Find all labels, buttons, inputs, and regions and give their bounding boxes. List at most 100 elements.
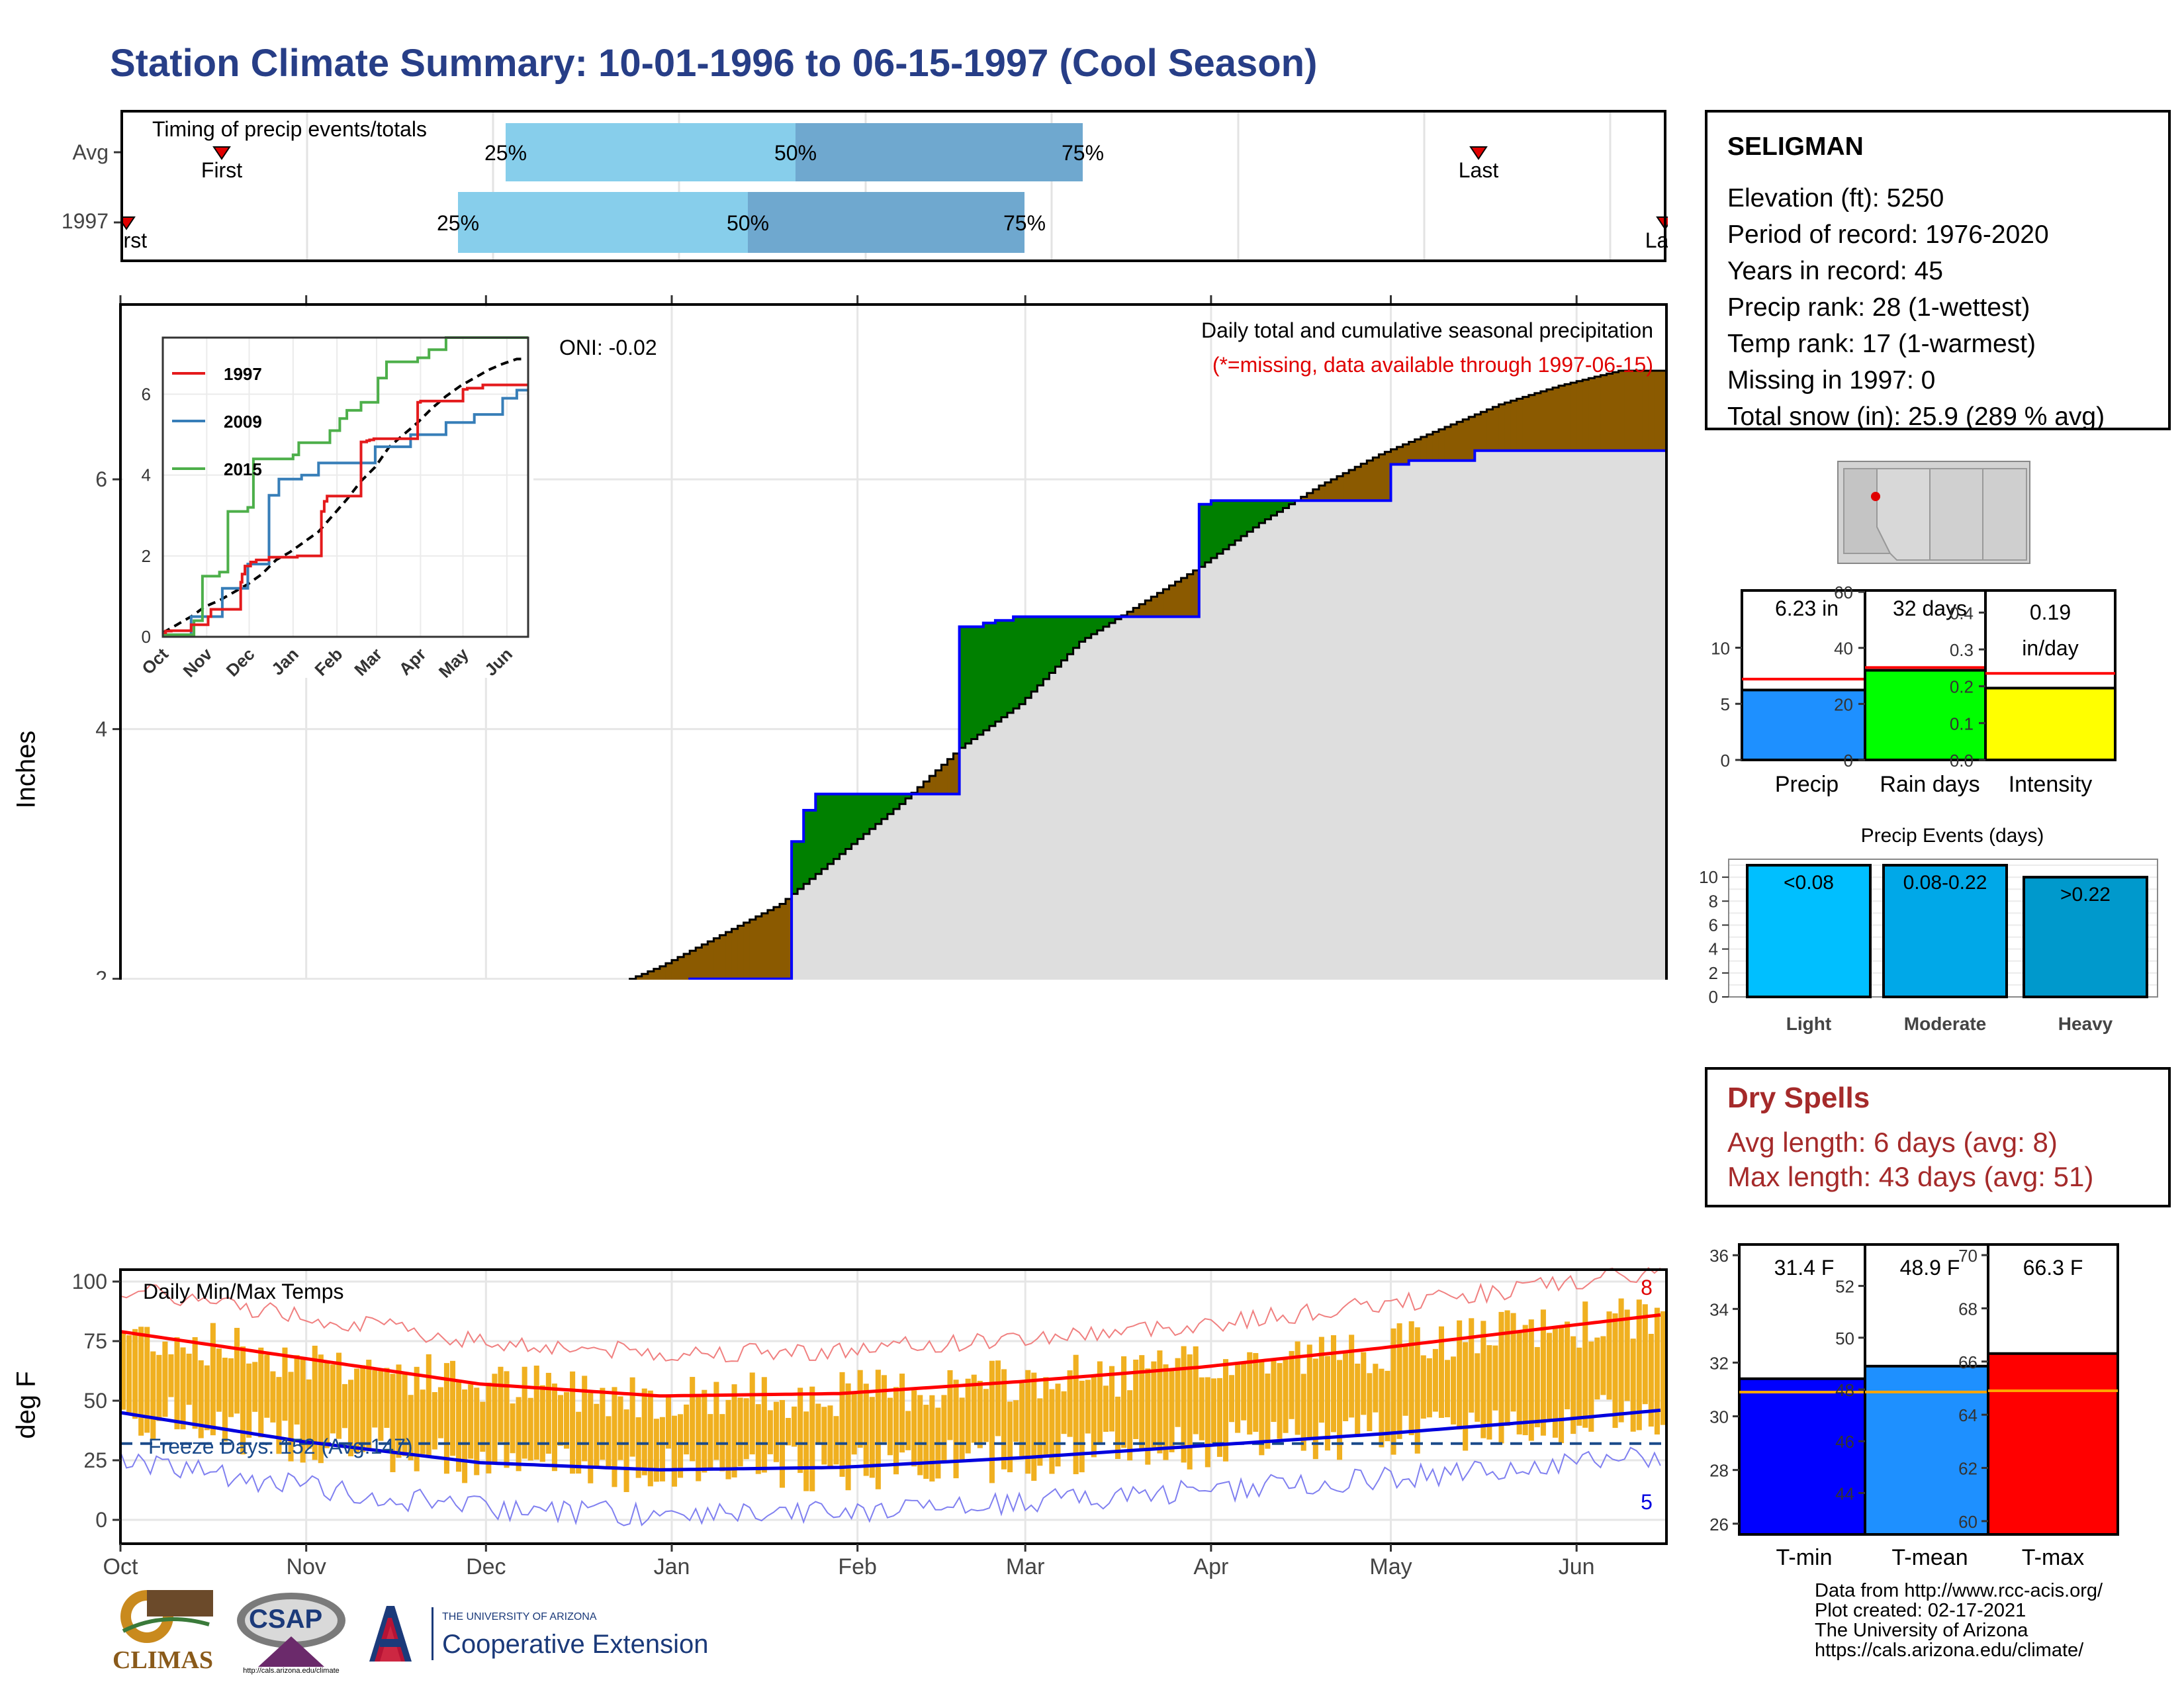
daily-temp-bar <box>270 1371 276 1423</box>
daily-temp-bar <box>1438 1326 1444 1418</box>
temperature-gauges: 26 28 30 32 34 36 31.4 F T-min 44 46 48 50 52 48.9 F T… <box>1709 1243 2119 1569</box>
temp-gauge-tick-label: 36 <box>1709 1246 1729 1266</box>
daily-temp-bar <box>390 1374 396 1472</box>
daily-temp-bar <box>1337 1360 1343 1460</box>
daily-temp-bar <box>1373 1364 1379 1413</box>
gauge-tick-label: 20 <box>1834 694 1853 714</box>
freeze-days-label: Freeze Days: 152 (Avg:147) <box>148 1434 413 1458</box>
daily-temp-bar <box>312 1345 318 1460</box>
timing-heading: Timing of precip events/totals <box>152 117 427 141</box>
daily-temp-bar <box>743 1398 749 1460</box>
daily-temp-bar <box>1582 1301 1588 1428</box>
daily-temp-bar <box>696 1397 702 1481</box>
month-label: Jan <box>654 1554 690 1579</box>
daily-temp-bar <box>192 1337 198 1429</box>
station-snow: Total snow (in): 25.9 (289 % avg) <box>1727 402 2105 431</box>
daily-temp-bar <box>1103 1385 1109 1432</box>
daily-temp-bar <box>665 1394 671 1449</box>
daily-temp-bar <box>570 1371 576 1474</box>
daily-temp-bar <box>588 1393 594 1483</box>
inset-legend-label: 2009 <box>224 412 262 432</box>
daily-temp-bar <box>210 1323 216 1436</box>
inset-legend-label: 1997 <box>224 364 262 384</box>
daily-temp-bar <box>384 1368 390 1429</box>
gauge-tick-label: 40 <box>1834 639 1853 659</box>
daily-temp-bar <box>198 1360 204 1438</box>
temp-gauge-label: T-min <box>1776 1545 1833 1569</box>
daily-temp-bar <box>432 1391 437 1450</box>
daily-temp-bar <box>186 1353 192 1405</box>
inset-legend-label: 2015 <box>224 459 262 479</box>
daily-temp-bar <box>1210 1378 1216 1444</box>
daily-temp-bar <box>504 1371 510 1468</box>
daily-temp-bar <box>641 1388 647 1476</box>
daily-temp-bar <box>156 1354 162 1421</box>
temp-gauge-tick-label: 60 <box>1958 1512 1978 1532</box>
daily-temp-bar <box>486 1382 492 1474</box>
month-label: May <box>1369 1554 1412 1579</box>
daily-temp-bar <box>527 1397 533 1461</box>
daily-temp-bar <box>725 1399 731 1479</box>
station-years: Years in record: 45 <box>1727 257 1943 285</box>
daily-temp-bar <box>1109 1366 1115 1432</box>
daily-temp-bar <box>1031 1372 1037 1481</box>
daily-temp-bar <box>965 1378 971 1454</box>
gauge-value-unit: in/day <box>2022 636 2078 660</box>
inset-y-tick-label: 2 <box>142 546 151 566</box>
gauge-tick-label: 0 <box>1721 751 1730 771</box>
dry-spells-max: Max length: 43 days (avg: 51) <box>1727 1161 2094 1192</box>
temp-max-count: 8 <box>1641 1276 1653 1299</box>
daily-temp-bar <box>1559 1327 1565 1444</box>
daily-temp-bar <box>1426 1358 1432 1418</box>
temp-y-tick-label: 0 <box>95 1508 107 1532</box>
daily-temp-bar <box>420 1389 426 1454</box>
daily-temp-bar <box>684 1404 690 1455</box>
events-tick-label: 8 <box>1709 891 1718 911</box>
daily-temp-bar <box>1289 1350 1295 1419</box>
daily-temp-bar <box>923 1405 929 1479</box>
daily-temp-bar <box>1528 1319 1534 1441</box>
daily-temp-bar <box>1187 1354 1193 1470</box>
record-low-line <box>120 1446 1661 1526</box>
daily-temp-bar <box>1660 1311 1666 1425</box>
temp-gauge-tick-label: 70 <box>1958 1246 1978 1266</box>
daily-temp-bar <box>797 1387 803 1474</box>
temp-gauge-bar <box>1987 1352 2119 1536</box>
temp-y-tick-label: 25 <box>83 1448 107 1472</box>
temp-gauge-value-label: 48.9 F <box>1900 1256 1960 1280</box>
credit-university: The University of Arizona <box>1815 1620 2028 1641</box>
daily-temp-bar <box>1001 1369 1007 1470</box>
daily-temp-bar <box>1049 1389 1055 1474</box>
daily-temp-bar <box>258 1347 264 1438</box>
daily-temp-bar <box>917 1395 923 1476</box>
precip-y-tick-label: 4 <box>95 717 107 741</box>
gauge-tick-label: 0 <box>1844 751 1853 771</box>
inset-y-tick-label: 0 <box>142 627 151 647</box>
month-label: Feb <box>838 1554 877 1579</box>
gauge-label: Intensity <box>2009 772 2093 797</box>
station-temp-rank: Temp rank: 17 (1-warmest) <box>1727 330 2036 358</box>
precip-title: Daily total and cumulative seasonal prec… <box>1201 318 1653 342</box>
daily-temp-bar <box>786 1418 792 1446</box>
month-label: Apr <box>1193 1554 1228 1579</box>
daily-temp-bar <box>1624 1309 1630 1401</box>
event-bar <box>1882 864 2008 999</box>
temp-gauge-tick-label: 32 <box>1709 1353 1729 1373</box>
daily-temp-bar <box>929 1395 935 1482</box>
daily-temp-bar <box>1469 1318 1475 1413</box>
daily-temp-bar <box>1019 1383 1025 1456</box>
daily-temp-bar <box>629 1377 635 1457</box>
daily-temp-bar <box>180 1347 186 1430</box>
daily-temp-bar <box>168 1354 174 1397</box>
daily-temp-bar <box>1420 1355 1426 1419</box>
daily-temp-bar <box>1396 1323 1402 1439</box>
daily-temp-bar <box>1654 1307 1660 1435</box>
precip-y-axis-label: Inches <box>11 730 41 809</box>
daily-temp-bar <box>1073 1354 1079 1475</box>
precip-subtitle: (*=missing, data available through 1997-… <box>1212 353 1653 377</box>
daily-temp-bar <box>1343 1353 1349 1421</box>
station-location-dot <box>1871 492 1880 501</box>
temp-gauge-value-label: 66.3 F <box>2023 1256 2083 1280</box>
daily-temp-bar <box>1133 1359 1139 1439</box>
